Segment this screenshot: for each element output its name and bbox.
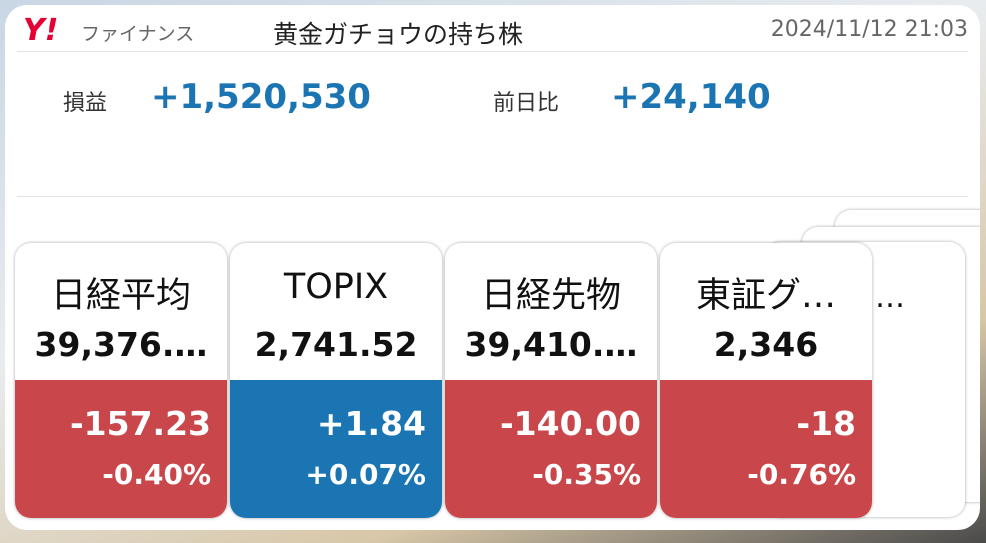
index-price: 39,376.… (34, 325, 208, 364)
index-percent: -0.35% (532, 458, 641, 491)
index-price: 2,741.52 (254, 325, 418, 364)
profit-value: +1,520,530 (151, 77, 371, 117)
index-name: 日経平均 (50, 276, 191, 316)
datetime: 2024/11/12 21:03 (770, 17, 968, 42)
index-change: -18 (796, 404, 856, 443)
index-card[interactable]: -18 -0.76% 東証グ… 2,346 (660, 243, 872, 518)
card-bottom: -140.00 -0.35% (445, 380, 657, 518)
index-card[interactable]: -157.23 -0.40% 日経平均 39,376.… (15, 243, 227, 518)
service-name: ファイナンス (81, 23, 195, 45)
index-percent: -0.76% (747, 458, 856, 491)
back-change: 0 (947, 418, 965, 457)
back-percent: % (972, 442, 980, 475)
index-card[interactable]: -140.00 -0.35% 日経先物 39,410.… (445, 243, 657, 518)
index-percent: -0.40% (102, 458, 211, 491)
divider (17, 51, 968, 52)
back-percent: % (942, 472, 965, 505)
index-price: 2,346 (713, 325, 819, 364)
card-bottom: -18 -0.76% (660, 380, 872, 518)
back-change: 4 (977, 388, 980, 427)
index-card[interactable]: +1.84 +0.07% TOPIX 2,741.52 (230, 243, 442, 518)
index-change: +1.84 (316, 404, 426, 443)
daily-value: +24,140 (611, 77, 771, 117)
divider (17, 196, 968, 197)
index-percent: +0.07% (305, 458, 426, 491)
widget[interactable]: Y! ファイナンス 黄金ガチョウの持ち株 2024/11/12 21:03 損益… (5, 5, 980, 530)
index-change: -140.00 (499, 404, 641, 443)
daily-label: 前日比 (493, 91, 560, 116)
back-name: … (875, 280, 905, 315)
card-bottom: +1.84 +0.07% (230, 380, 442, 518)
card-bottom: -157.23 -0.40% (15, 380, 227, 518)
index-price: 39,410.… (464, 325, 638, 364)
profit-label: 損益 (63, 91, 108, 116)
widget-title: 黄金ガチョウの持ち株 (273, 20, 524, 49)
index-change: -157.23 (69, 404, 211, 443)
index-name: 東証グ… (695, 276, 836, 316)
logo: Y! (23, 13, 59, 48)
index-name: 日経先物 (480, 276, 621, 316)
index-name: TOPIX (283, 267, 389, 307)
